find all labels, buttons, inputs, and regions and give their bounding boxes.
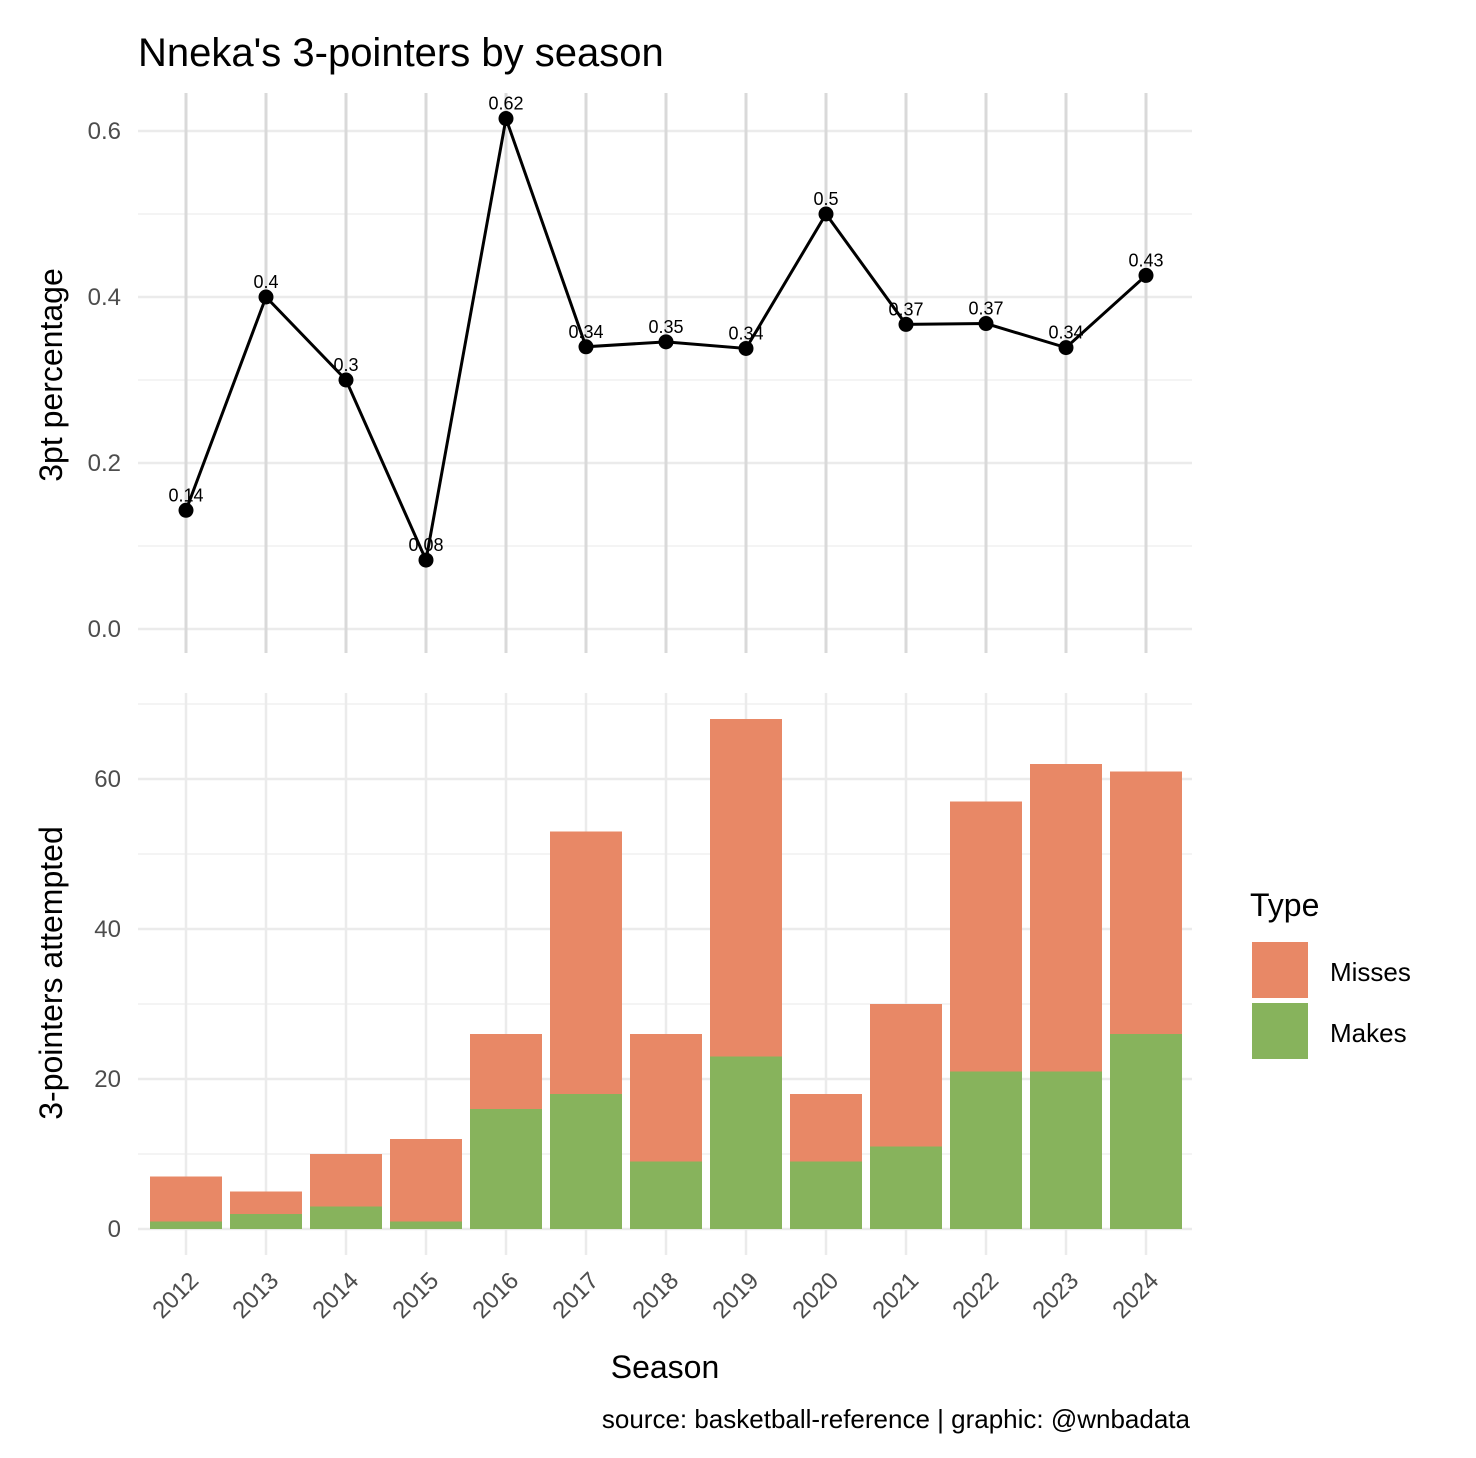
pct-point: [1058, 340, 1074, 356]
pct-data-label: 0.34: [1048, 323, 1083, 343]
top-y-axis-title: 3pt percentage: [33, 268, 69, 482]
top-y-tick-label: 0.2: [88, 450, 121, 477]
legend-swatch-makes: [1252, 1003, 1308, 1059]
bar-makes: [310, 1206, 382, 1229]
bar-makes: [870, 1146, 942, 1229]
pct-data-label: 0.4: [253, 272, 278, 292]
bar-misses: [230, 1191, 302, 1214]
bar-makes: [230, 1214, 302, 1229]
pct-point: [498, 111, 514, 127]
pct-point: [578, 339, 594, 355]
legend-label-misses: Misses: [1330, 957, 1411, 987]
x-axis-title: Season: [611, 1349, 720, 1385]
legend-swatch-misses: [1252, 942, 1308, 998]
pct-point: [898, 316, 914, 332]
top-y-tick-label: 0.6: [88, 118, 121, 145]
pct-data-label: 0.37: [888, 299, 923, 319]
pct-data-label: 0.08: [408, 535, 443, 555]
attempts-bars: [150, 719, 1182, 1229]
bar-makes: [790, 1161, 862, 1229]
caption: source: basketball-reference | graphic: …: [602, 1404, 1191, 1434]
pct-data-label: 0.3: [333, 355, 358, 375]
bar-misses: [790, 1094, 862, 1162]
bottom-y-axis-ticks: 0 20 40 60: [94, 766, 121, 1243]
pct-point: [178, 502, 194, 518]
pct-point: [338, 372, 354, 388]
bar-makes: [150, 1221, 222, 1229]
bar-makes: [710, 1056, 782, 1229]
pct-point: [658, 334, 674, 350]
top-y-axis-ticks: 0.0 0.2 0.4 0.6: [88, 118, 121, 643]
pct-point: [738, 340, 754, 356]
bar-makes: [470, 1109, 542, 1229]
bar-makes: [1110, 1034, 1182, 1229]
pct-data-label: 0.34: [568, 322, 603, 342]
bottom-y-tick-label: 0: [108, 1216, 121, 1243]
bottom-y-tick-label: 20: [94, 1066, 121, 1093]
pct-data-labels: 0.14 0.4 0.3 0.08 0.62 0.34 0.35 0.34 0.5 0.37 0.3…: [168, 94, 1163, 556]
bottom-y-tick-label: 60: [94, 766, 121, 793]
bottom-y-axis-title: 3-pointers attempted: [33, 826, 69, 1120]
bar-makes: [390, 1221, 462, 1229]
top-y-tick-label: 0.4: [88, 284, 121, 311]
bar-misses: [390, 1139, 462, 1222]
bar-misses: [470, 1034, 542, 1109]
pct-data-label: 0.37: [968, 299, 1003, 319]
bar-misses: [550, 831, 622, 1094]
bar-misses: [950, 801, 1022, 1072]
bar-misses: [150, 1176, 222, 1222]
bar-makes: [550, 1094, 622, 1229]
bar-makes: [630, 1161, 702, 1229]
pct-data-label: 0.14: [168, 485, 203, 505]
pct-data-label: 0.5: [813, 189, 838, 209]
bar-misses: [710, 719, 782, 1057]
bar-makes: [950, 1071, 1022, 1229]
pct-data-label: 0.62: [488, 94, 523, 114]
top-y-tick-label: 0.0: [88, 616, 121, 643]
pct-data-label: 0.35: [648, 317, 683, 337]
pct-point: [258, 289, 274, 305]
bar-misses: [630, 1034, 702, 1162]
pct-point: [818, 206, 834, 222]
pct-data-label: 0.43: [1128, 250, 1163, 270]
bar-makes: [1030, 1071, 1102, 1229]
pct-point: [1138, 267, 1154, 283]
bar-misses: [1030, 764, 1102, 1072]
legend: Type Misses Makes: [1250, 887, 1411, 1059]
legend-title: Type: [1250, 887, 1319, 923]
legend-label-makes: Makes: [1330, 1018, 1407, 1048]
pct-point: [978, 316, 994, 332]
bar-misses: [1110, 771, 1182, 1034]
pct-point: [418, 552, 434, 568]
pct-data-label: 0.34: [728, 323, 763, 343]
bar-misses: [310, 1154, 382, 1207]
chart-title: Nneka's 3-pointers by season: [138, 31, 664, 75]
bottom-y-tick-label: 40: [94, 916, 121, 943]
bar-misses: [870, 1004, 942, 1147]
pct-series-points: [178, 111, 1154, 568]
